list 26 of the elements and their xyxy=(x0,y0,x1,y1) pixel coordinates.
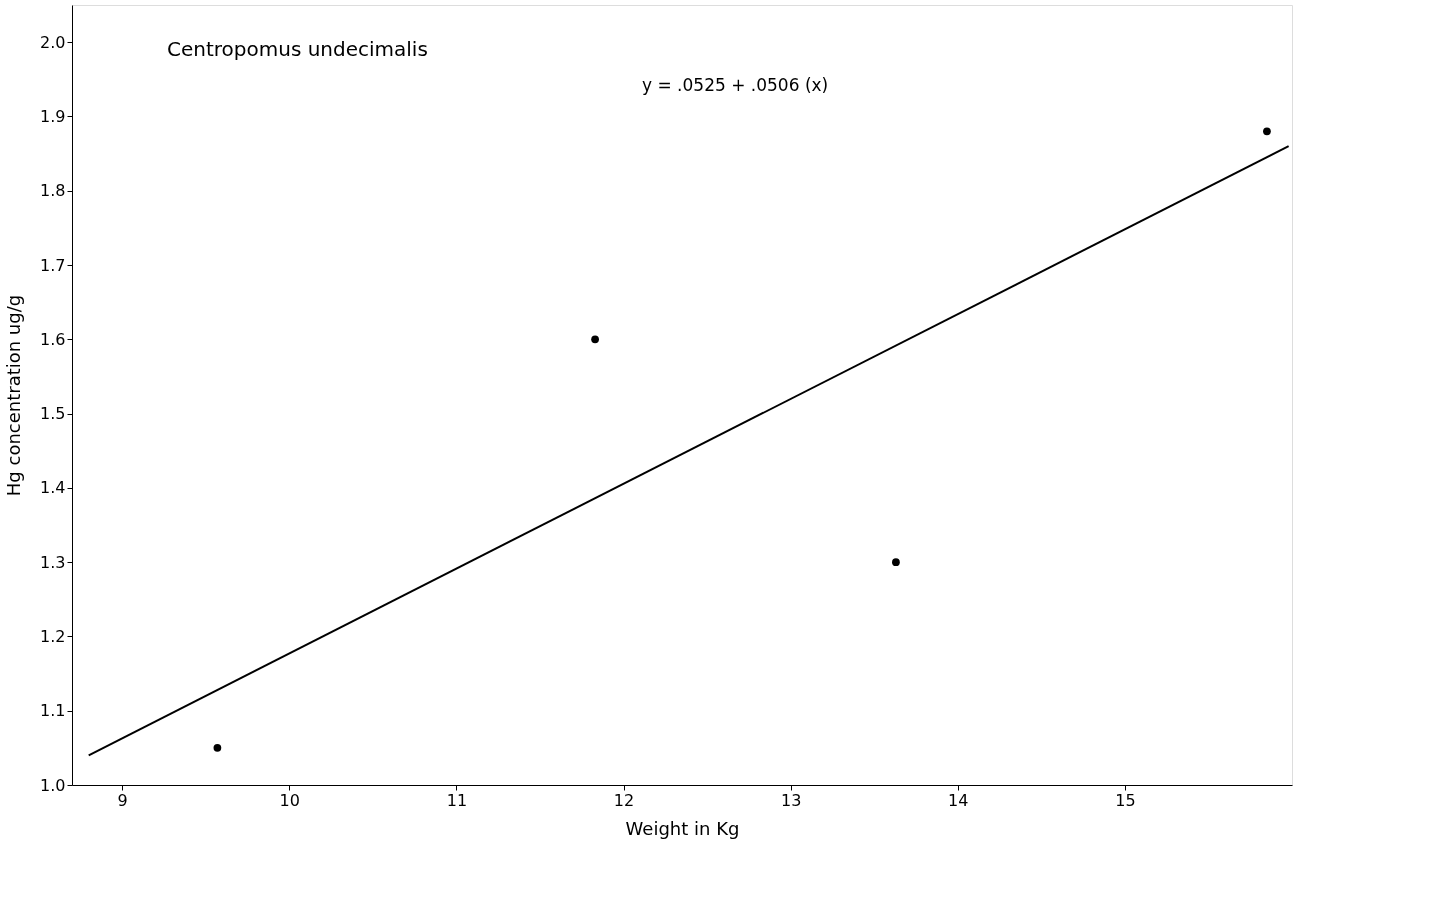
y-tick-label: 1.6 xyxy=(40,329,66,349)
point xyxy=(892,558,900,567)
y-tick-label: 2.0 xyxy=(40,32,66,52)
y-tick-label: 1.4 xyxy=(40,478,66,498)
x-tick-label: 14 xyxy=(948,790,969,810)
point xyxy=(591,335,599,344)
point xyxy=(1263,127,1271,136)
x-tick-label: 15 xyxy=(1115,790,1136,810)
y-tick-label: 1.3 xyxy=(40,552,66,572)
x-tick-label: 9 xyxy=(117,790,128,810)
x-tick-label: 11 xyxy=(446,790,468,810)
y-tick-label: 1.9 xyxy=(40,106,66,126)
x-tick-label: 12 xyxy=(613,790,635,810)
annotation: y = .0525 + .0506 (x) xyxy=(642,75,829,95)
y-tick-label: 1.5 xyxy=(40,404,66,424)
y-tick-label: 1.2 xyxy=(40,626,66,646)
y-tick-label: 1.7 xyxy=(40,255,66,275)
y-tick-label: 1.1 xyxy=(40,701,66,721)
point xyxy=(213,743,222,752)
y-tick-label: 1.0 xyxy=(40,775,66,795)
annotation: Centropomus undecimalis xyxy=(167,37,428,61)
x-tick-label: 13 xyxy=(780,790,802,810)
y-tick-label: 1.8 xyxy=(40,181,66,201)
x-axis-title: Weight in Kg xyxy=(625,817,740,839)
y-axis-title: Hg concentration ug/g xyxy=(3,294,25,497)
x-tick-label: 10 xyxy=(279,790,300,810)
